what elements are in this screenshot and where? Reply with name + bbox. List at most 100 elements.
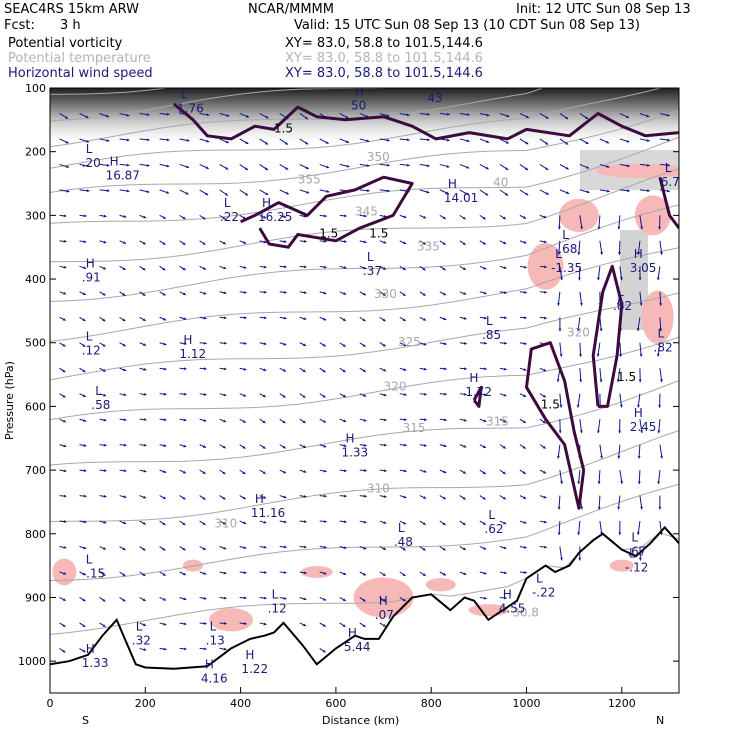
wind-vector-head (659, 379, 663, 383)
wind-vector-head (462, 547, 466, 550)
wind-vector-head (243, 571, 247, 575)
wind-vector-head (142, 573, 146, 576)
wind-vector-head (224, 192, 228, 196)
wind-vector-head (222, 445, 226, 449)
wind-vector-head (543, 215, 547, 219)
extremum-type: L (486, 314, 493, 328)
wind-vector-head (102, 547, 106, 550)
wind-vector-head (123, 521, 127, 525)
pv-label: 1.5 (617, 370, 636, 384)
wind-vector-head (363, 240, 367, 244)
wind-vector-head (667, 189, 670, 193)
x-axis: 0 200 400 600 800 1000 1200 (47, 687, 636, 710)
wind-vector-head (186, 165, 190, 169)
wind-vector-head (263, 545, 267, 549)
wind-vector-head (366, 189, 370, 193)
wind-vector-head (283, 342, 287, 346)
wind-vector-head (637, 404, 640, 408)
wind-vector-head (600, 455, 603, 459)
wind-vector-head (586, 190, 590, 194)
field-name-wind: Horizontal wind speed (8, 66, 153, 81)
wind-vector-head (102, 368, 106, 372)
x-axis-title: Distance (km) (322, 714, 399, 727)
wind-vector-head (183, 597, 187, 601)
wind-vector-head (183, 622, 187, 626)
wind-vector-head (363, 418, 367, 422)
wind-vector-head (126, 113, 130, 117)
y-tick-label: 400 (25, 273, 46, 286)
wind-vector-head (363, 520, 367, 524)
wind-vector-head (523, 496, 527, 499)
wind-vector-head (482, 496, 486, 500)
wind-vector-head (122, 598, 126, 602)
wind-vector-head (402, 293, 406, 296)
wind-vector-head (462, 267, 466, 270)
extremum-value: 3.05 (630, 261, 657, 275)
extremum-value: .91 (82, 271, 101, 285)
wind-vector-head (342, 624, 346, 627)
pv-label: 1.5 (369, 227, 388, 241)
wind-vector-head (482, 241, 486, 245)
wind-vector-head (326, 165, 330, 169)
wind-vector-head (545, 116, 549, 119)
wind-vector-head (403, 469, 407, 473)
wind-vector-head (443, 444, 447, 448)
wind-vector-head (599, 328, 603, 332)
wind-vector-head (303, 571, 307, 575)
wind-vector-head (82, 649, 86, 653)
wind-vector-head (102, 343, 106, 347)
wind-vector-head (222, 471, 226, 475)
wind-vector-head (485, 166, 489, 170)
y-tick-label: 1000 (18, 655, 46, 668)
wind-vector-head (525, 141, 529, 145)
wind-vector-head (342, 394, 346, 398)
wind-vector-head (202, 496, 206, 500)
wind-vector-head (639, 353, 643, 357)
pv-contour (658, 176, 679, 229)
wind-vector-head (322, 623, 326, 627)
theta-label: 30.8 (512, 606, 539, 620)
wind-vector-head (343, 266, 347, 269)
wind-vector-head (182, 267, 186, 271)
wind-vector-head (283, 545, 287, 549)
extremum-value: .68 (558, 242, 577, 256)
wind-vector-head (123, 241, 127, 244)
pv-contour (239, 175, 414, 249)
wind-vector-head (483, 266, 487, 270)
wind-vector-head (362, 572, 366, 576)
field-name-theta: Potential temperature (8, 51, 151, 66)
wind-vector-head (283, 520, 287, 524)
extremum-type: L (631, 530, 638, 544)
extremum-type: L (562, 228, 569, 242)
wind-vector-head (382, 623, 386, 627)
wind-vector-head (578, 557, 582, 561)
wind-vector-head (543, 240, 547, 244)
wind-vector-head (345, 115, 349, 119)
extremum-type: L (488, 508, 495, 522)
wind-vector-head (304, 116, 308, 120)
x-tick-label: 1200 (608, 697, 636, 710)
wind-vector-head (445, 191, 449, 195)
pv-labels: 1.5 1.5 1.5 1.5 1.5 (274, 122, 636, 412)
wind-vector-head (597, 430, 600, 434)
wind-vector-head (223, 316, 227, 320)
wind-vector-head (303, 470, 307, 473)
wind-vector-head (557, 226, 561, 230)
wind-vector-head (343, 520, 347, 524)
wind-vector-head (403, 368, 407, 371)
wind-vector-head (223, 647, 227, 651)
wind-vector-head (83, 520, 87, 524)
wind-vector-head (63, 444, 67, 448)
wind-vector-head (103, 214, 107, 218)
wind-vector-head (182, 547, 186, 551)
extremum-value: -1.35 (551, 261, 582, 275)
extremum-value: -.15 (82, 567, 105, 581)
wind-vector-head (402, 573, 406, 576)
wind-vector-head (243, 316, 247, 320)
wind-vector-head (502, 445, 506, 449)
wind-vector-head (143, 495, 147, 499)
wind-vector-head (426, 138, 430, 142)
wind-vector-head (636, 532, 640, 535)
wind-vector-head (402, 598, 406, 602)
wind-vector-head (123, 418, 127, 422)
